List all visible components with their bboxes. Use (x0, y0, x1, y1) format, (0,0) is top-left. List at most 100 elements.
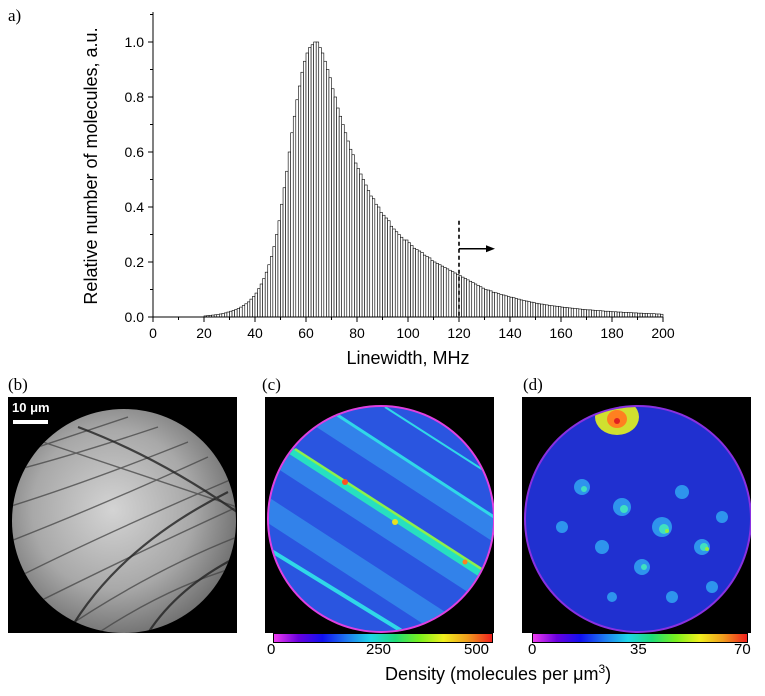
histogram-bar (379, 212, 383, 318)
histogram-bar (320, 52, 325, 318)
histogram-bar (417, 250, 422, 318)
y-tick-label: 0.2 (125, 254, 145, 270)
histogram-bar (400, 236, 404, 318)
colorbar-d-tick-0: 0 (528, 641, 537, 658)
y-ticks: 0.0 0.2 0.4 0.6 0.8 1.0 (125, 14, 153, 325)
y-tick-label: 0.0 (125, 309, 145, 325)
histogram-bar (616, 311, 620, 318)
histogram-bar (522, 300, 526, 318)
histogram-bar (629, 312, 633, 318)
histogram-bar (292, 115, 297, 318)
histogram-bar (229, 310, 233, 318)
histogram-bar (371, 198, 376, 318)
colorbar-d-tick-2: 70 (734, 641, 751, 658)
histogram-bar (366, 190, 371, 318)
histogram-bar (448, 269, 452, 318)
histogram-bar (471, 282, 475, 318)
histogram-bar (479, 286, 483, 318)
histogram-bar (644, 313, 649, 318)
histogram-bar (305, 52, 309, 318)
histogram-bar (377, 206, 381, 318)
histogram-bar (262, 278, 266, 318)
histogram-bar (407, 242, 411, 318)
histogram-bar (420, 252, 424, 318)
histogram-bar (517, 298, 521, 318)
histogram-bar (405, 239, 409, 318)
histogram-bar (458, 275, 462, 318)
histogram-bar (257, 288, 261, 318)
histogram-bar (247, 301, 251, 318)
x-tick-label: 0 (149, 325, 157, 341)
histogram-bar (239, 306, 243, 318)
density-map-c (265, 397, 494, 633)
histogram-bar (476, 285, 480, 318)
histogram-bar (374, 203, 378, 318)
x-tick-label: 120 (447, 325, 471, 341)
x-tick-label: 40 (247, 325, 263, 341)
histogram-bar (519, 299, 524, 318)
x-tick-label: 20 (196, 325, 212, 341)
histogram-bar (303, 60, 307, 318)
histogram-bar (586, 309, 590, 318)
histogram-bar (323, 60, 327, 318)
histogram-bar (461, 276, 465, 318)
density-caption-text: Density (molecules per μm (385, 664, 599, 684)
colorbar-d-tick-1: 35 (630, 641, 647, 658)
histogram-bar (226, 311, 230, 318)
histogram-bar (527, 301, 531, 318)
histogram-bar (489, 290, 493, 318)
histogram-bar (509, 296, 513, 318)
histogram-bar (236, 308, 240, 318)
histogram-bar (440, 265, 444, 318)
colorbar-c-ticks: 0 250 500 (267, 641, 497, 659)
histogram-bar (231, 310, 235, 318)
histogram-bar (402, 239, 406, 318)
histogram-bar (499, 294, 503, 318)
histogram-bar (425, 256, 429, 318)
histogram-bar (349, 148, 353, 318)
histogram-bar (318, 47, 322, 318)
histogram-bar (591, 309, 595, 318)
histogram-bar (394, 231, 399, 318)
panel-label-d: (d) (523, 375, 543, 394)
histogram-bar (473, 283, 478, 318)
histogram-bar (634, 312, 638, 318)
colorbar-d (532, 633, 748, 643)
histogram-bar (422, 254, 427, 318)
histogram-bar (456, 274, 460, 318)
x-tick-label: 160 (549, 325, 573, 341)
histogram-bar (433, 261, 437, 318)
histogram-bar (593, 310, 598, 318)
histogram-bar (609, 311, 613, 318)
y-tick-label: 0.8 (125, 89, 145, 105)
histogram-bar (626, 312, 631, 318)
histogram-bar (259, 283, 263, 318)
histogram-bar (267, 264, 271, 318)
histogram-bar (524, 300, 529, 318)
histogram-bar (642, 313, 646, 318)
x-tick-label: 80 (349, 325, 365, 341)
histogram-bar (224, 312, 228, 318)
histogram-bar (277, 220, 281, 318)
x-tick-label: 60 (298, 325, 314, 341)
histogram-bar (568, 307, 572, 318)
histogram-bar (542, 304, 547, 318)
histogram-bar (619, 311, 623, 318)
density-caption-close: ) (605, 664, 612, 684)
histogram-bar (351, 154, 355, 318)
panel-label-a: a) (8, 6, 22, 25)
histogram-bar (507, 296, 511, 318)
histogram-bar (361, 179, 365, 318)
y-tick-label: 0.6 (125, 144, 145, 160)
histogram-bar (282, 187, 286, 318)
histogram-bar (637, 312, 641, 318)
histogram-bar (621, 312, 626, 318)
colorbar-c-tick-0: 0 (267, 641, 276, 658)
histogram-bar (275, 234, 279, 318)
histogram-bar (560, 306, 564, 318)
colorbar-c (273, 633, 493, 643)
histogram-bar (290, 132, 294, 318)
histogram-bar (254, 292, 258, 318)
histogram-bar (540, 303, 544, 318)
x-tick-label: 140 (498, 325, 522, 341)
